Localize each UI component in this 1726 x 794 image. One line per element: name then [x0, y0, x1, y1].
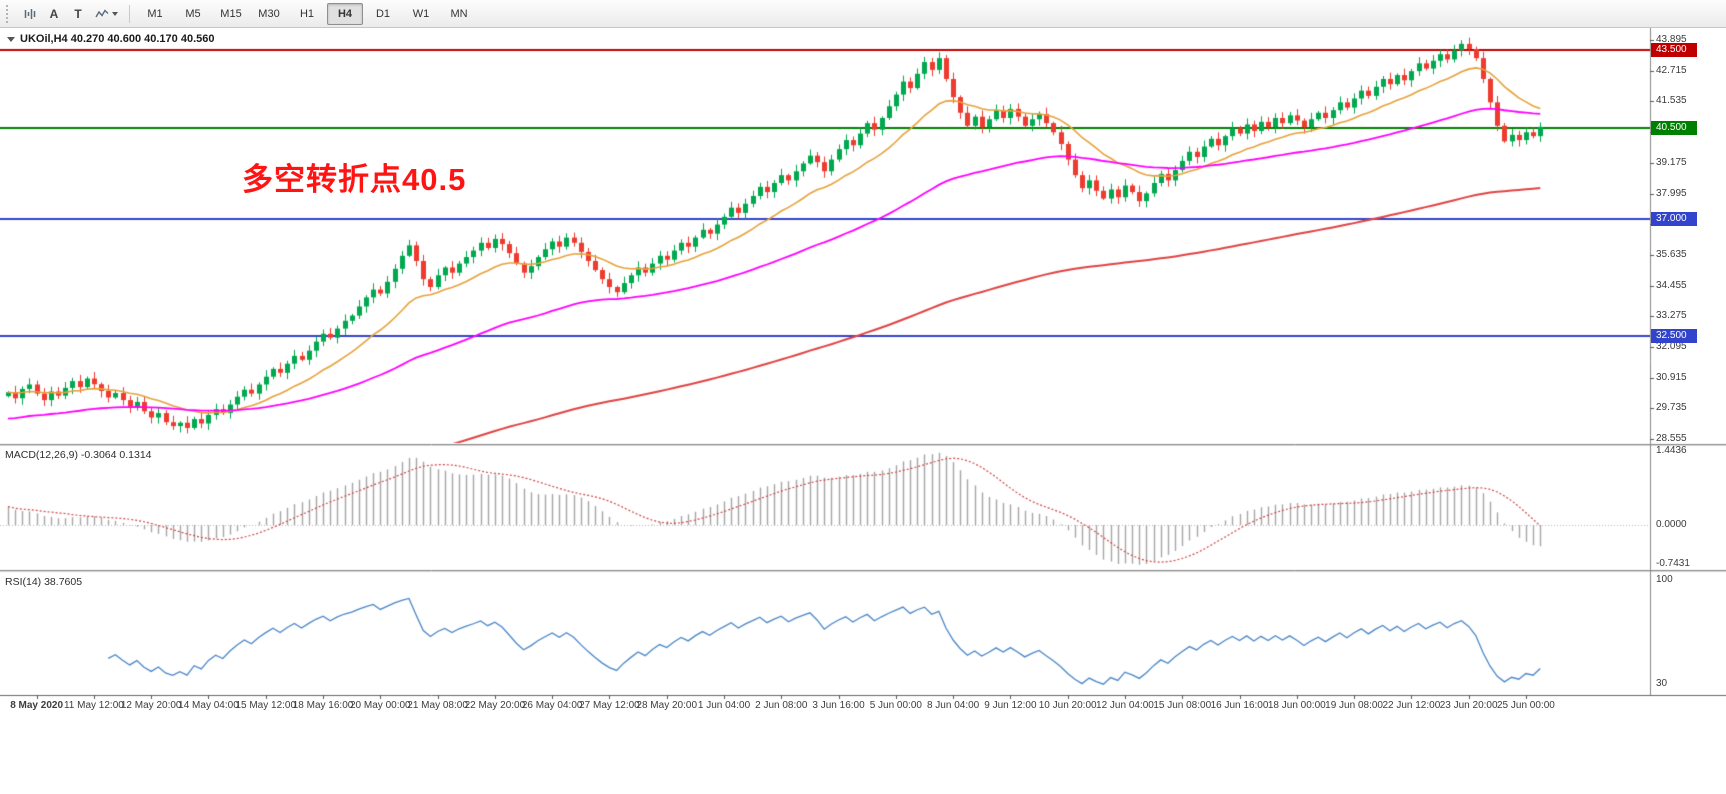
- toolbar-separator: [129, 4, 130, 23]
- timeframe-button-h4[interactable]: H4: [327, 2, 363, 25]
- price-chart-canvas[interactable]: [0, 28, 1726, 794]
- chart-annotation-text[interactable]: 多空转折点40.5: [242, 162, 467, 197]
- text-label-tool-t-button[interactable]: T: [67, 3, 89, 24]
- timeframe-button-h1[interactable]: H1: [299, 7, 315, 20]
- timeframe-button-m1[interactable]: M1: [147, 7, 163, 20]
- chart-bars-icon-button[interactable]: [19, 3, 41, 24]
- timeframe-button-m5[interactable]: M5: [185, 7, 201, 20]
- chart-window: UKOil,H4 40.270 40.600 40.170 40.560 MAC…: [0, 28, 1726, 794]
- timeframe-button-w1[interactable]: W1: [412, 7, 430, 20]
- text-t-icon: T: [74, 6, 82, 21]
- toolbar-drag-handle[interactable]: [6, 4, 12, 23]
- indicator-wave-icon: [95, 8, 109, 20]
- timeframe-button-m30[interactable]: M30: [258, 7, 280, 20]
- text-a-icon: A: [49, 6, 59, 21]
- timeframe-button-d1[interactable]: D1: [375, 7, 391, 20]
- chart-bars-icon: [23, 7, 37, 21]
- timeframe-buttons: M1 M5 M15 M30 H1 H4 D1 W1 MN: [136, 2, 478, 25]
- timeframe-button-m15[interactable]: M15: [220, 7, 242, 20]
- indicators-dropdown-button[interactable]: [91, 3, 122, 24]
- text-tool-a-button[interactable]: A: [43, 3, 65, 24]
- timeframe-button-mn[interactable]: MN: [450, 7, 468, 20]
- toolbar: A T M1 M5 M15 M30 H1 H4 D1 W1 MN: [0, 0, 1726, 28]
- chevron-down-icon: [112, 11, 118, 16]
